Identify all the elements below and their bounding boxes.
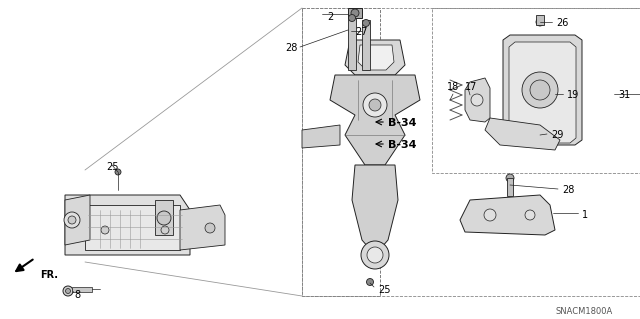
Polygon shape: [509, 42, 576, 143]
Bar: [302, 8, 640, 296]
Text: 8: 8: [74, 290, 80, 300]
Bar: [72, 287, 92, 292]
Circle shape: [367, 247, 383, 263]
Text: 27: 27: [355, 27, 367, 37]
Polygon shape: [465, 78, 490, 122]
Bar: [155, 200, 173, 235]
Circle shape: [525, 210, 535, 220]
Bar: [348, 15, 356, 70]
Polygon shape: [345, 40, 405, 75]
Bar: [536, 15, 544, 25]
Polygon shape: [65, 195, 90, 245]
Polygon shape: [352, 165, 398, 255]
Text: 26: 26: [556, 18, 568, 28]
Circle shape: [115, 169, 121, 175]
Circle shape: [63, 286, 73, 296]
Circle shape: [484, 209, 496, 221]
Text: 31: 31: [618, 90, 630, 100]
Text: 18: 18: [447, 82, 460, 92]
Polygon shape: [503, 35, 582, 145]
Circle shape: [205, 223, 215, 233]
Text: 28: 28: [562, 185, 574, 195]
Text: B-34: B-34: [388, 140, 417, 150]
Circle shape: [471, 94, 483, 106]
Polygon shape: [330, 75, 420, 165]
Polygon shape: [358, 45, 394, 70]
Circle shape: [362, 19, 369, 26]
Circle shape: [101, 226, 109, 234]
Polygon shape: [302, 125, 340, 148]
Bar: [507, 178, 513, 196]
Text: 1: 1: [582, 210, 588, 220]
Polygon shape: [180, 205, 225, 250]
Circle shape: [506, 174, 514, 182]
Text: 19: 19: [567, 90, 579, 100]
Text: 29: 29: [551, 130, 563, 140]
Text: 25: 25: [106, 162, 118, 172]
Bar: [85, 205, 180, 250]
Circle shape: [349, 14, 355, 21]
Circle shape: [363, 93, 387, 117]
Circle shape: [161, 226, 169, 234]
Circle shape: [361, 241, 389, 269]
Bar: [432, 8, 640, 173]
Polygon shape: [65, 195, 190, 255]
Circle shape: [369, 99, 381, 111]
Circle shape: [68, 216, 76, 224]
Text: SNACM1800A: SNACM1800A: [556, 307, 613, 316]
Circle shape: [530, 80, 550, 100]
Polygon shape: [485, 118, 560, 150]
Text: B-34: B-34: [388, 118, 417, 128]
Polygon shape: [460, 195, 555, 235]
Circle shape: [536, 18, 544, 26]
Text: 17: 17: [465, 82, 477, 92]
Text: 2: 2: [327, 12, 333, 22]
Bar: [302, 8, 380, 296]
Circle shape: [64, 212, 80, 228]
Circle shape: [157, 211, 171, 225]
Circle shape: [522, 72, 558, 108]
Circle shape: [65, 288, 70, 293]
Text: FR.: FR.: [40, 270, 58, 280]
Circle shape: [351, 9, 359, 17]
Bar: [348, 8, 362, 18]
Text: 28: 28: [285, 43, 298, 53]
Circle shape: [367, 278, 374, 286]
Text: 25: 25: [378, 285, 390, 295]
Bar: [362, 20, 370, 70]
